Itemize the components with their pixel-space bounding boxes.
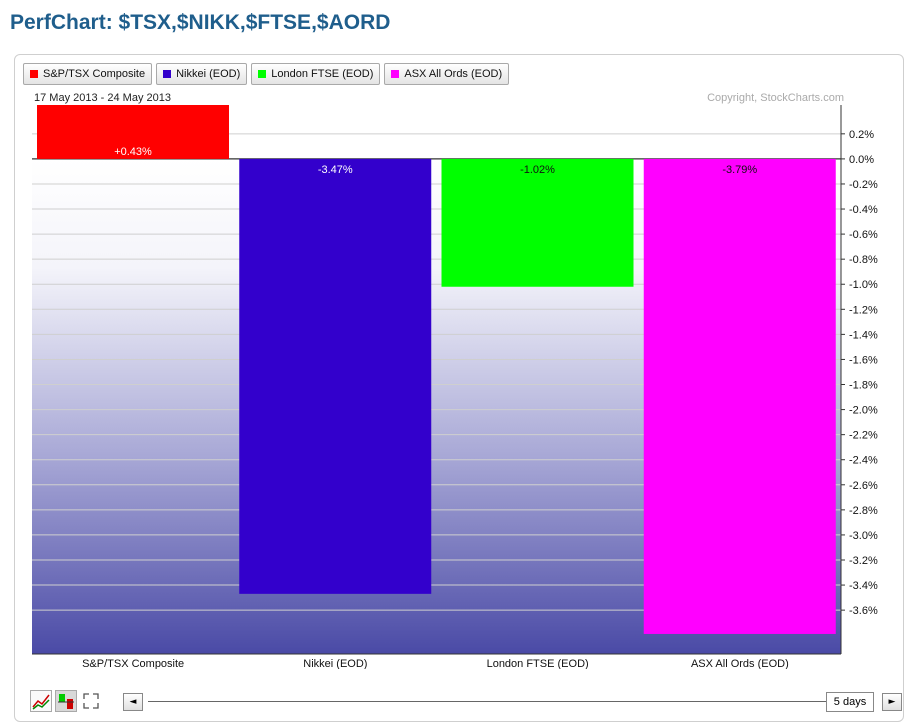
y-tick-label: -2.8% (849, 505, 878, 517)
bar-nikkei[interactable] (239, 158, 432, 594)
legend-item-ftse[interactable]: London FTSE (EOD) (251, 63, 381, 85)
legend-swatch-ftse (258, 70, 267, 78)
legend-label-nikkei: Nikkei (EOD) (176, 68, 241, 80)
date-range: 17 May 2013 - 24 May 2013 (34, 92, 171, 104)
y-tick-label: -0.2% (849, 179, 878, 191)
legend-label-tsx: S&P/TSX Composite (43, 68, 146, 80)
y-tick-label: -1.0% (849, 279, 878, 291)
chart-controls: ◄ 5 days ► (30, 689, 902, 713)
legend: S&P/TSX Composite Nikkei (EOD) London FT… (23, 63, 510, 87)
y-tick-label: -0.4% (849, 204, 878, 216)
legend-item-tsx[interactable]: S&P/TSX Composite (23, 63, 153, 85)
y-tick-label: -0.8% (849, 254, 878, 266)
y-tick-label: -1.6% (849, 354, 878, 366)
y-tick-label: -0.6% (849, 229, 878, 241)
x-tick-label-nikkei: Nikkei (EOD) (303, 658, 367, 669)
y-tick-label: -2.0% (849, 405, 878, 417)
legend-label-asx: ASX All Ords (EOD) (404, 68, 503, 80)
copyright: Copyright, StockCharts.com (707, 92, 844, 104)
fullscreen-icon[interactable] (80, 690, 102, 712)
legend-swatch-tsx (30, 70, 38, 78)
y-tick-label: -3.4% (849, 580, 878, 592)
bar-tsx[interactable] (37, 105, 229, 159)
bar-ftse[interactable] (441, 158, 634, 287)
data-label-nikkei: -3.47% (318, 164, 353, 176)
scroll-track[interactable] (148, 701, 828, 702)
x-tick-label-asx: ASX All Ords (EOD) (691, 658, 789, 669)
page-title: PerfChart: $TSX,$NIKK,$FTSE,$AORD (10, 11, 391, 34)
legend-item-nikkei[interactable]: Nikkei (EOD) (156, 63, 248, 85)
y-tick-label: -3.6% (849, 605, 878, 617)
data-label-tsx: +0.43% (114, 146, 152, 158)
y-tick-label: -2.2% (849, 430, 878, 442)
bar-asx[interactable] (643, 158, 836, 634)
y-tick-label: 0.2% (849, 129, 874, 141)
y-tick-label: -2.4% (849, 455, 878, 467)
y-tick-label: -2.6% (849, 480, 878, 492)
data-label-ftse: -1.02% (520, 164, 555, 176)
period-selector[interactable]: 5 days (826, 692, 874, 712)
x-tick-label-ftse: London FTSE (EOD) (487, 658, 589, 669)
scroll-right-button[interactable]: ► (882, 693, 902, 711)
y-tick-label: 0.0% (849, 154, 874, 166)
perf-chart: 17 May 2013 - 24 May 2013 Copyright, Sto… (32, 92, 878, 669)
y-tick-label: -1.2% (849, 304, 878, 316)
y-tick-label: -1.8% (849, 380, 878, 392)
bar-chart-icon[interactable] (55, 690, 77, 712)
y-tick-label: -3.0% (849, 530, 878, 542)
legend-label-ftse: London FTSE (EOD) (271, 68, 374, 80)
x-tick-label-tsx: S&P/TSX Composite (82, 658, 184, 669)
legend-swatch-nikkei (163, 70, 172, 78)
y-tick-label: -3.2% (849, 555, 878, 567)
chart-panel: S&P/TSX Composite Nikkei (EOD) London FT… (14, 54, 904, 722)
y-tick-label: -1.4% (849, 329, 878, 341)
scroll-left-button[interactable]: ◄ (123, 693, 143, 711)
legend-swatch-asx (391, 70, 400, 78)
line-chart-icon[interactable] (30, 690, 52, 712)
data-label-asx: -3.79% (722, 164, 757, 176)
legend-item-asx[interactable]: ASX All Ords (EOD) (384, 63, 510, 85)
